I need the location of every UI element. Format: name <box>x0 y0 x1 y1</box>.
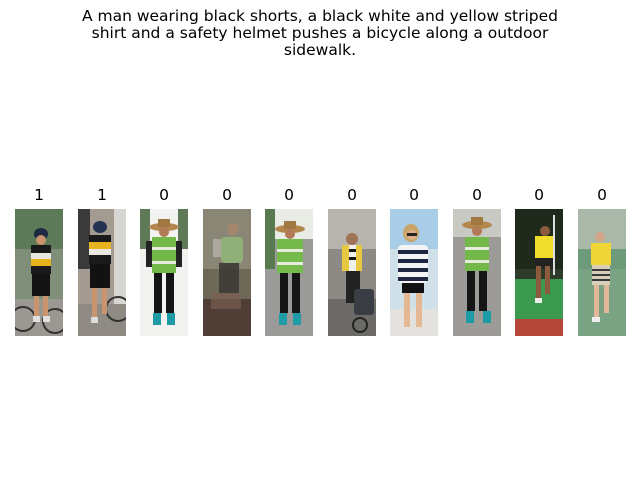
person-image <box>515 209 563 336</box>
result-item-1: 1 <box>15 186 63 336</box>
result-item-3: 0 <box>140 186 188 336</box>
match-label: 0 <box>159 186 169 204</box>
match-label: 0 <box>222 186 232 204</box>
caption-line-1: A man wearing black shorts, a black whit… <box>81 7 559 25</box>
caption-line-2: shirt and a safety helmet pushes a bicyc… <box>91 24 549 42</box>
match-label: 0 <box>472 186 482 204</box>
person-image <box>265 209 313 336</box>
result-item-6: 0 <box>328 186 376 336</box>
person-image <box>15 209 63 336</box>
person-image <box>203 209 251 336</box>
person-image <box>578 209 626 336</box>
person-image <box>453 209 501 336</box>
result-item-5: 0 <box>265 186 313 336</box>
match-label: 0 <box>597 186 607 204</box>
caption: A man wearing black shorts, a black whit… <box>40 8 600 59</box>
person-image <box>328 209 376 336</box>
match-label: 0 <box>409 186 419 204</box>
match-label: 0 <box>534 186 544 204</box>
person-image <box>78 209 126 336</box>
result-item-10: 0 <box>578 186 626 336</box>
caption-line-3: sidewalk. <box>283 41 357 59</box>
result-item-8: 0 <box>453 186 501 336</box>
person-image <box>140 209 188 336</box>
result-item-9: 0 <box>515 186 563 336</box>
match-label: 0 <box>284 186 294 204</box>
result-item-2: 1 <box>78 186 126 336</box>
result-item-4: 0 <box>203 186 251 336</box>
match-label: 1 <box>97 186 107 204</box>
match-label: 0 <box>347 186 357 204</box>
person-image <box>390 209 438 336</box>
result-item-7: 0 <box>390 186 438 336</box>
match-label: 1 <box>34 186 44 204</box>
